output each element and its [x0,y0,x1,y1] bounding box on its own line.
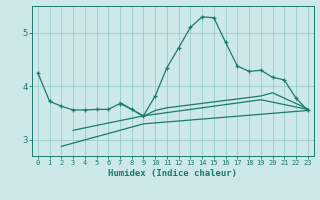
X-axis label: Humidex (Indice chaleur): Humidex (Indice chaleur) [108,169,237,178]
